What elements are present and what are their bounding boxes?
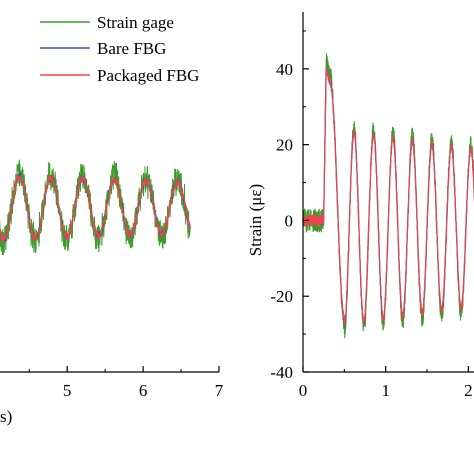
left-x-tick-label: 7 [215, 381, 224, 400]
legend-item-packaged-fbg: Packaged FBG [40, 66, 199, 85]
chart-legend: Strain gage Bare FBG Packaged FBG [40, 13, 199, 85]
left-x-tick-label: 6 [139, 381, 148, 400]
right-x-tick-label: 1 [381, 381, 390, 400]
left-x-ticks: 4567 [28, 366, 224, 400]
right-chart-panel: -40 -20 0 20 40 0 1 2 Strain (με) [246, 12, 474, 400]
right-y-ticks: -40 -20 0 20 40 [270, 30, 309, 382]
left-x-tick-label: 5 [63, 381, 72, 400]
left-chart-panel: 4567 s) [0, 159, 224, 426]
right-y-tick-label: 20 [276, 136, 293, 155]
right-y-axis-label: Strain (με) [246, 184, 265, 256]
right-x-tick-label: 2 [464, 381, 473, 400]
legend-label-bare-fbg: Bare FBG [97, 39, 166, 58]
legend-item-bare-fbg: Bare FBG [40, 39, 166, 58]
legend-label-strain-gage: Strain gage [97, 13, 174, 32]
right-y-tick-label: -20 [270, 287, 293, 306]
left-plot-series [0, 159, 191, 256]
right-y-tick-label: 40 [276, 60, 293, 79]
right-series-line-packaged-fbg [302, 66, 474, 326]
left-x-axis-label: s) [0, 407, 12, 426]
right-x-tick-label: 0 [299, 381, 308, 400]
legend-label-packaged-fbg: Packaged FBG [97, 66, 199, 85]
left-series-line-packaged-fbg [0, 173, 191, 243]
right-y-tick-label: 0 [285, 211, 294, 230]
right-plot-series [302, 53, 474, 339]
right-y-tick-label: -40 [270, 363, 293, 382]
legend-item-strain-gage: Strain gage [40, 13, 174, 32]
left-series-line-strain-gage [0, 159, 191, 256]
right-x-ticks: 0 1 2 [299, 366, 473, 400]
